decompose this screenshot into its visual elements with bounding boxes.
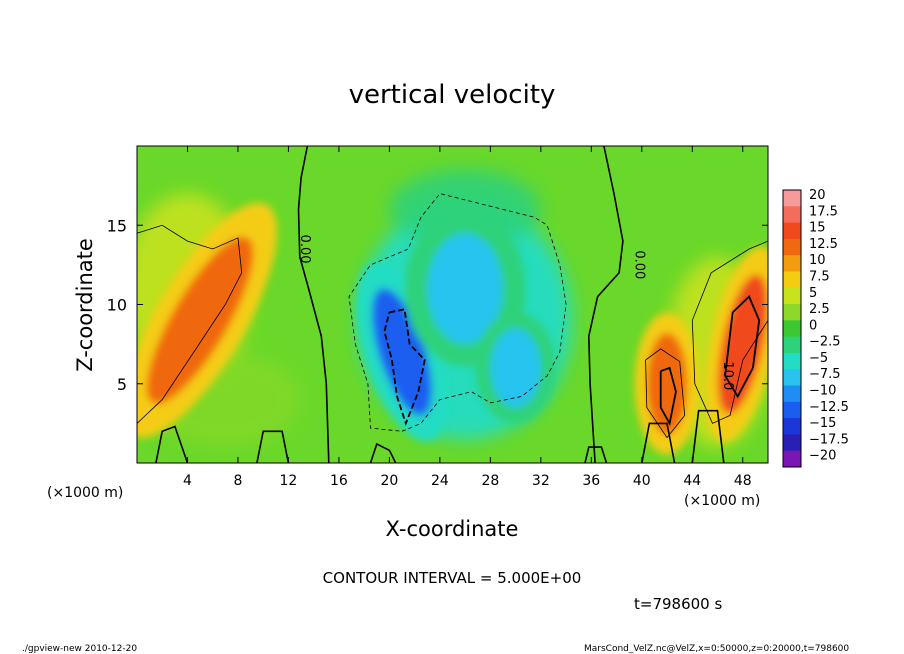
colorbar-label: 10 [809,253,826,268]
colorbar-label: −10 [809,384,836,399]
colorbar-label: 12.5 [809,237,838,252]
contour-label: 0.00 [297,235,312,264]
contour-zero-line [584,446,608,463]
colorbar-swatch [783,222,801,240]
colorbar-swatch [783,190,801,207]
colorbar-label: −5 [809,351,828,366]
contour-zero-line [256,430,290,463]
contour-plus5-line [137,224,243,424]
velocity-field [137,169,768,455]
x-tick-label: 20 [380,473,398,489]
colorbar-label: 20 [809,188,826,203]
contour-minus10-line [383,308,426,427]
contour-plus5-line [645,348,686,439]
colorbar-swatch [783,320,801,338]
colorbar-swatch [783,352,801,370]
contour-labels: 0.00 0.00 10.0 [297,235,735,391]
x-tick-label: 40 [633,473,651,489]
x-tick-label: 8 [233,473,242,489]
colorbar-swatch [783,434,801,452]
contour-plus5-line [691,240,768,424]
x-tick-label: 12 [280,473,298,489]
x-axis-ticks: 4 8 12 16 20 24 28 32 36 40 44 48 [183,146,752,489]
contour-zero-line [297,146,330,463]
colorbar-label: −2.5 [809,335,841,350]
contour-plus10-line [724,295,761,399]
contour-minus5-line [348,193,567,432]
colorbar-swatch [783,255,801,272]
colorbar-label: −7.5 [809,367,841,382]
time-label: t=798600 s [634,595,722,613]
field-cores [137,202,768,455]
contour-zero-line [641,422,676,463]
colorbar-swatch [783,385,801,403]
y-axis-ticks: 5 10 15 [107,216,768,394]
colorbar-label: 5 [809,286,817,301]
colorbar-label: −15 [809,416,836,431]
colorbar-label: 0 [809,318,817,333]
contour-zero-line [691,409,725,463]
x-unit-right: (×1000 m) [684,493,760,509]
x-tick-label: 32 [532,473,550,489]
y-tick-label: 10 [107,296,127,315]
colorbar-label: 17.5 [809,204,838,219]
x-tick-label: 24 [431,473,449,489]
contour-interval-text: CONTOUR INTERVAL = 5.000E+00 [323,569,582,587]
y-axis-label: Z-coordinate [73,238,97,372]
colorbar-label: 7.5 [809,269,830,284]
colorbar-frame [782,189,802,468]
x-tick-label: 4 [183,473,192,489]
colorbar-swatch [783,401,801,419]
colorbar-swatch [783,304,801,321]
x-tick-label: 16 [330,473,348,489]
field-updraft-core [146,236,254,404]
colorbar-swatch [783,206,801,224]
x-tick-label: 28 [481,473,499,489]
colorbar-swatch [783,418,801,435]
footer-left: ./gpview-new 2010-12-20 [22,644,137,654]
y-tick-label: 15 [107,216,127,235]
colorbar-swatch [783,287,801,305]
contour-lines [137,146,768,463]
colorbar-swatch [783,450,801,468]
chart-title: vertical velocity [349,80,556,110]
footer-right: MarsCond_VelZ.nc@VelZ,x=0:50000,z=0:2000… [584,644,849,654]
contour-label: 10.0 [720,361,735,390]
contour-zero-line [369,442,397,463]
colorbar-swatch [783,369,801,387]
contour-plus10-line [659,366,677,426]
x-tick-label: 44 [683,473,701,489]
colorbar-swatch [783,271,801,289]
field-downdraft-core [427,233,503,345]
colorbar-swatch [783,336,801,354]
colorbar-label: −20 [809,449,836,464]
colorbar-label: 2.5 [809,302,830,317]
colorbar-label: 15 [809,221,826,236]
colorbar-label: −12.5 [809,400,849,415]
field-updraft-core [646,333,688,435]
x-tick-label: 48 [734,473,752,489]
y-tick-label: 5 [117,375,127,394]
colorbar-swatch [783,238,801,256]
x-tick-label: 36 [582,473,600,489]
field-downdraft-core [490,328,541,408]
contour-zero-line [587,146,624,463]
x-axis-label: X-coordinate [386,517,519,541]
x-unit-left: (×1000 m) [47,485,123,501]
contour-zero-line [155,425,189,463]
colorbar-label: −17.5 [809,432,849,447]
contour-label: 0.00 [631,250,646,279]
